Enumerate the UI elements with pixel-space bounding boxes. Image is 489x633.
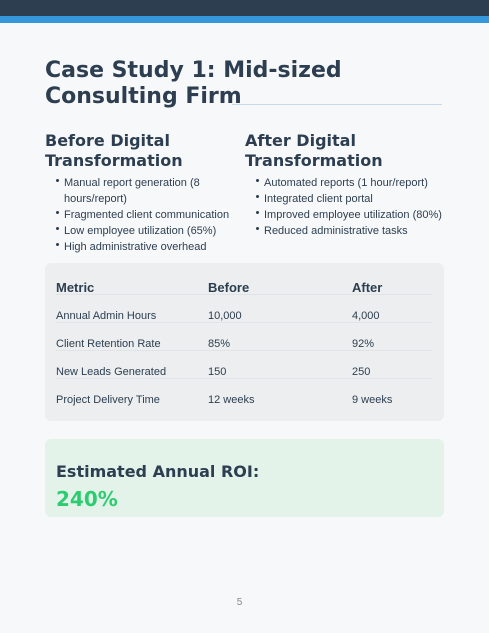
- table-row: Annual Admin Hours 10,000 4,000: [56, 302, 432, 330]
- before-list-item: Manual report generation (8 hours/report…: [56, 175, 245, 207]
- header-bar: [0, 0, 489, 16]
- before-cell: 150: [208, 366, 227, 378]
- before-section: Before Digital Transformation Manual rep…: [45, 131, 245, 255]
- column-header-metric: Metric: [56, 280, 95, 295]
- metric-cell: Client Retention Rate: [56, 338, 161, 350]
- before-list-item: Low employee utilization (65%): [56, 223, 245, 239]
- before-list: Manual report generation (8 hours/report…: [45, 175, 245, 255]
- table-row: New Leads Generated 150 250: [56, 358, 432, 386]
- metric-cell: New Leads Generated: [56, 366, 167, 378]
- row-divider: [56, 294, 432, 295]
- before-cell: 10,000: [208, 310, 242, 322]
- table-header-row: Metric Before After: [56, 274, 432, 302]
- page-title: Case Study 1: Mid-sized Consulting Firm: [45, 58, 342, 109]
- column-header-after: After: [352, 280, 383, 295]
- after-list-item: Improved employee utilization (80%): [256, 207, 445, 223]
- before-cell: 85%: [208, 338, 231, 350]
- after-list-item: Automated reports (1 hour/report): [256, 175, 445, 191]
- row-divider: [56, 350, 432, 351]
- page-number: 5: [236, 597, 243, 608]
- after-list: Automated reports (1 hour/report) Integr…: [245, 175, 445, 239]
- header-accent-bar: [0, 16, 489, 23]
- after-cell: 250: [352, 366, 371, 378]
- metric-cell: Project Delivery Time: [56, 394, 160, 406]
- after-heading: After Digital Transformation: [245, 131, 383, 170]
- row-divider: [56, 378, 432, 379]
- after-cell: 9 weeks: [352, 394, 393, 406]
- roi-callout: Estimated Annual ROI: 240%: [45, 439, 444, 517]
- metrics-table: Metric Before After Annual Admin Hours 1…: [45, 263, 444, 421]
- roi-label: Estimated Annual ROI:: [56, 462, 260, 481]
- after-cell: 92%: [352, 338, 375, 350]
- after-cell: 4,000: [352, 310, 380, 322]
- column-header-before: Before: [208, 280, 250, 295]
- after-section: After Digital Transformation Automated r…: [245, 131, 445, 239]
- row-divider: [56, 322, 432, 323]
- after-list-item: Integrated client portal: [256, 191, 445, 207]
- before-cell: 12 weeks: [208, 394, 255, 406]
- roi-value: 240%: [56, 487, 118, 511]
- table-row: Project Delivery Time 12 weeks 9 weeks: [56, 386, 432, 414]
- before-heading: Before Digital Transformation: [45, 131, 183, 170]
- after-list-item: Reduced administrative tasks: [256, 223, 445, 239]
- before-list-item: High administrative overhead: [56, 239, 245, 255]
- table-row: Client Retention Rate 85% 92%: [56, 330, 432, 358]
- before-list-item: Fragmented client communication: [56, 207, 245, 223]
- title-underline: [232, 104, 442, 105]
- metric-cell: Annual Admin Hours: [56, 310, 157, 322]
